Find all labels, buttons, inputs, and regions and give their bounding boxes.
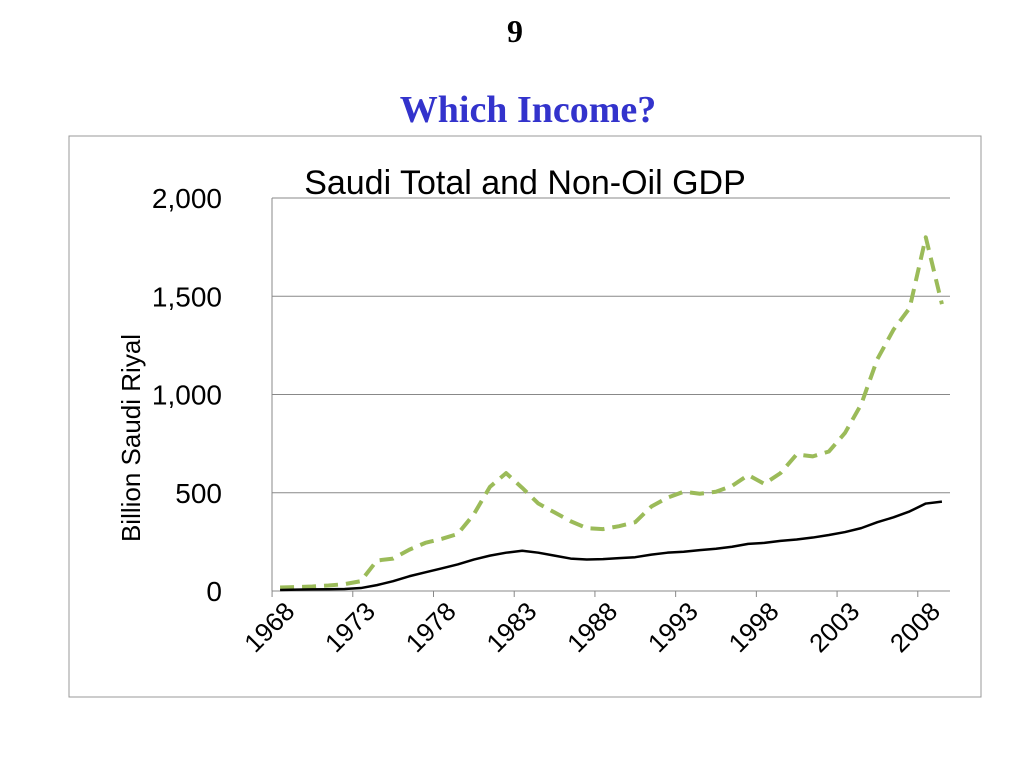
x-tick-label: 1978 [400,596,462,658]
y-tick-label: 1,500 [152,281,222,312]
y-tick-label: 500 [175,478,222,509]
x-tick-label: 1993 [642,596,704,658]
y-tick-label: 1,000 [152,380,222,411]
x-tick-label: 1983 [480,596,542,658]
heading: Which Income? [400,89,657,131]
slide-number: 9 [507,13,523,49]
x-tick-label: 1968 [238,596,300,658]
chart-title: Saudi Total and Non-Oil GDP [304,164,746,202]
x-tick-label: 1973 [319,596,381,658]
line-series [280,500,943,592]
y-tick-label: 2,000 [152,183,222,214]
chart-frame [68,135,982,698]
x-tick-label: 1998 [722,596,784,658]
y-tick-label: 0 [206,576,222,607]
x-tick-label: 1988 [561,596,623,658]
y-axis-label: Billion Saudi Riyal [116,334,146,542]
line-series [280,235,944,590]
x-tick-label: 2008 [884,596,946,658]
x-tick-label: 2003 [803,596,865,658]
